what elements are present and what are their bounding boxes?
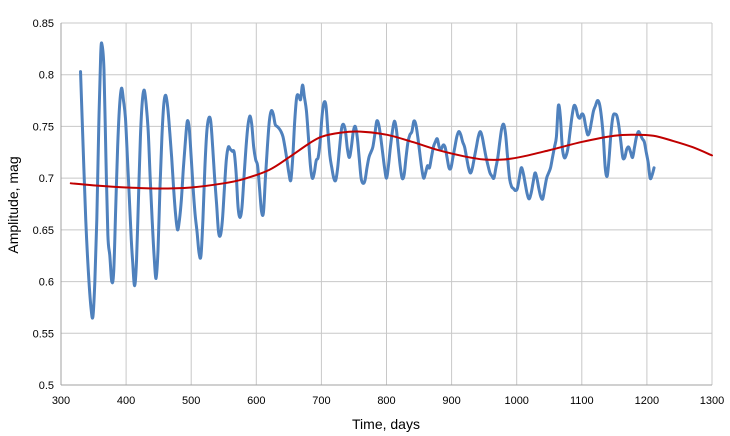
axis-layer [60, 23, 712, 386]
y-tick-labels: 0.5 0.55 0.6 0.65 0.7 0.75 0.8 0.85 [33, 18, 54, 392]
y-tick-label: 0.7 [39, 173, 54, 185]
x-tick-label: 400 [117, 395, 135, 407]
x-axis-title: Time, days [352, 416, 420, 432]
trend-line [69, 130, 713, 190]
x-tick-label: 1000 [504, 395, 528, 407]
x-tick-label: 900 [442, 395, 460, 407]
y-tick-label: 0.85 [33, 18, 54, 30]
y-tick-label: 0.8 [39, 70, 54, 82]
x-tick-label: 300 [52, 395, 70, 407]
x-tick-label: 700 [312, 395, 330, 407]
x-tick-label: 500 [182, 395, 200, 407]
y-axis-title: Amplitude, mag [5, 156, 21, 253]
y-tick-label: 0.55 [33, 328, 54, 340]
y-tick-label: 0.65 [33, 225, 54, 237]
series-layer [69, 41, 713, 320]
x-tick-label: 600 [247, 395, 265, 407]
x-tick-label: 800 [377, 395, 395, 407]
observed-amplitude-line [79, 41, 656, 320]
y-tick-label: 0.6 [39, 277, 54, 289]
x-tick-label: 1100 [570, 395, 594, 407]
y-tick-label: 0.75 [33, 121, 54, 133]
x-tick-label: 1300 [700, 395, 724, 407]
x-tick-label: 1200 [635, 395, 659, 407]
y-tick-label: 0.5 [39, 380, 54, 392]
x-tick-labels: 300 400 500 600 700 800 900 1000 1100 1200 1300 [52, 395, 724, 407]
